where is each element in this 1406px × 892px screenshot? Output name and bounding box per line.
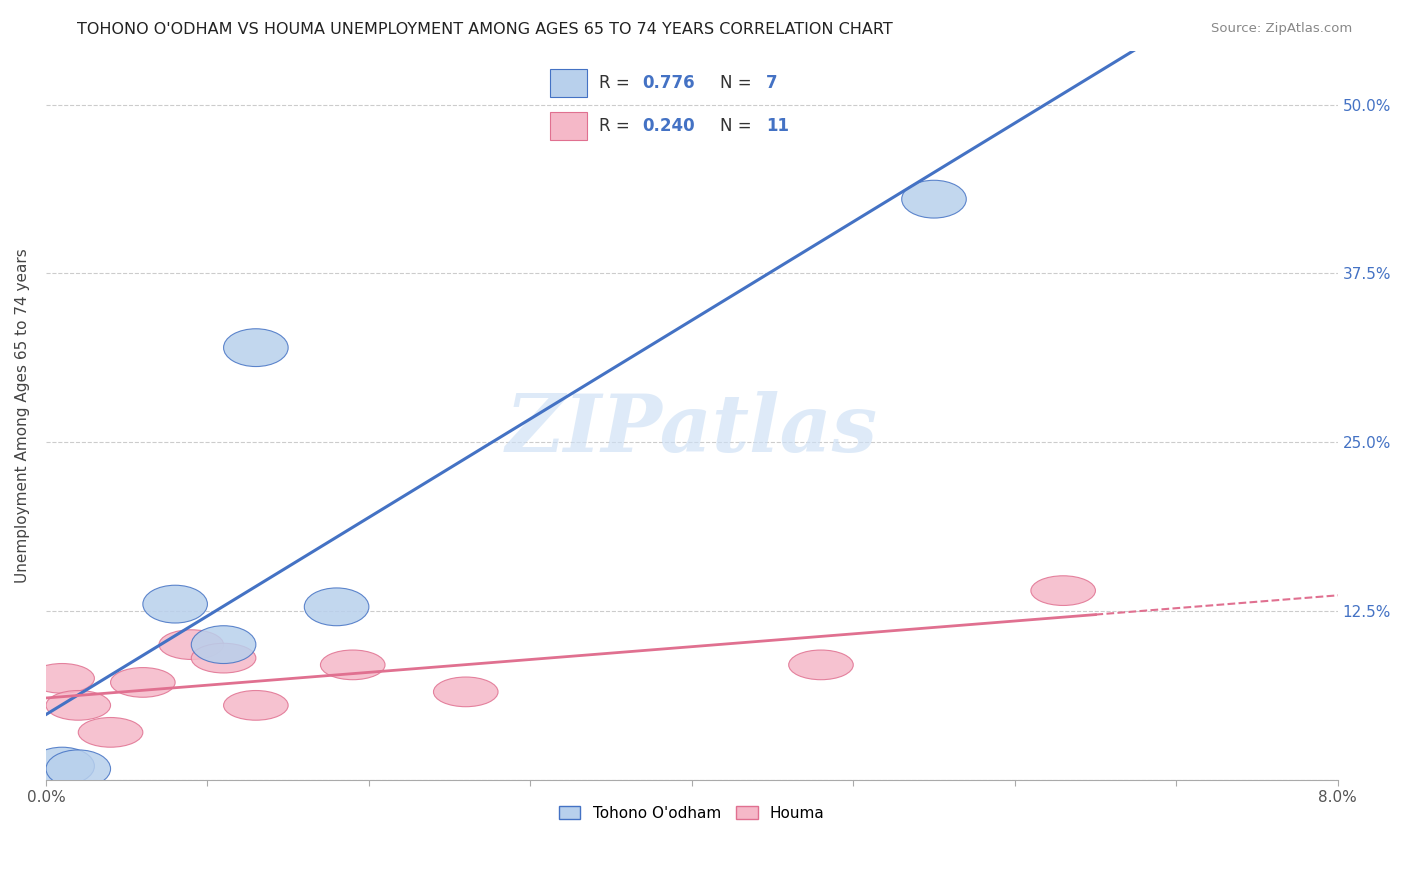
Text: TOHONO O'ODHAM VS HOUMA UNEMPLOYMENT AMONG AGES 65 TO 74 YEARS CORRELATION CHART: TOHONO O'ODHAM VS HOUMA UNEMPLOYMENT AMO…	[77, 22, 893, 37]
Text: 11: 11	[766, 118, 789, 136]
Text: 7: 7	[766, 74, 778, 92]
Text: 0.240: 0.240	[643, 118, 695, 136]
Ellipse shape	[79, 717, 143, 747]
Ellipse shape	[1031, 575, 1095, 606]
Text: Source: ZipAtlas.com: Source: ZipAtlas.com	[1212, 22, 1353, 36]
Ellipse shape	[143, 585, 208, 623]
Text: 0.776: 0.776	[643, 74, 695, 92]
Legend: Tohono O'odham, Houma: Tohono O'odham, Houma	[553, 799, 831, 827]
Ellipse shape	[30, 664, 94, 693]
Ellipse shape	[304, 588, 368, 625]
Text: N =: N =	[720, 118, 756, 136]
Ellipse shape	[901, 180, 966, 218]
Text: R =: R =	[599, 118, 636, 136]
FancyBboxPatch shape	[550, 70, 588, 97]
Ellipse shape	[224, 690, 288, 720]
Ellipse shape	[224, 329, 288, 367]
Ellipse shape	[433, 677, 498, 706]
Ellipse shape	[321, 650, 385, 680]
Y-axis label: Unemployment Among Ages 65 to 74 years: Unemployment Among Ages 65 to 74 years	[15, 248, 30, 582]
Ellipse shape	[789, 650, 853, 680]
Ellipse shape	[159, 630, 224, 659]
Text: ZIPatlas: ZIPatlas	[506, 391, 877, 468]
Ellipse shape	[46, 690, 111, 720]
Text: N =: N =	[720, 74, 756, 92]
Ellipse shape	[191, 625, 256, 664]
Ellipse shape	[191, 643, 256, 673]
FancyBboxPatch shape	[550, 112, 588, 140]
Ellipse shape	[111, 667, 176, 698]
Text: R =: R =	[599, 74, 636, 92]
Ellipse shape	[30, 747, 94, 785]
Ellipse shape	[46, 750, 111, 788]
